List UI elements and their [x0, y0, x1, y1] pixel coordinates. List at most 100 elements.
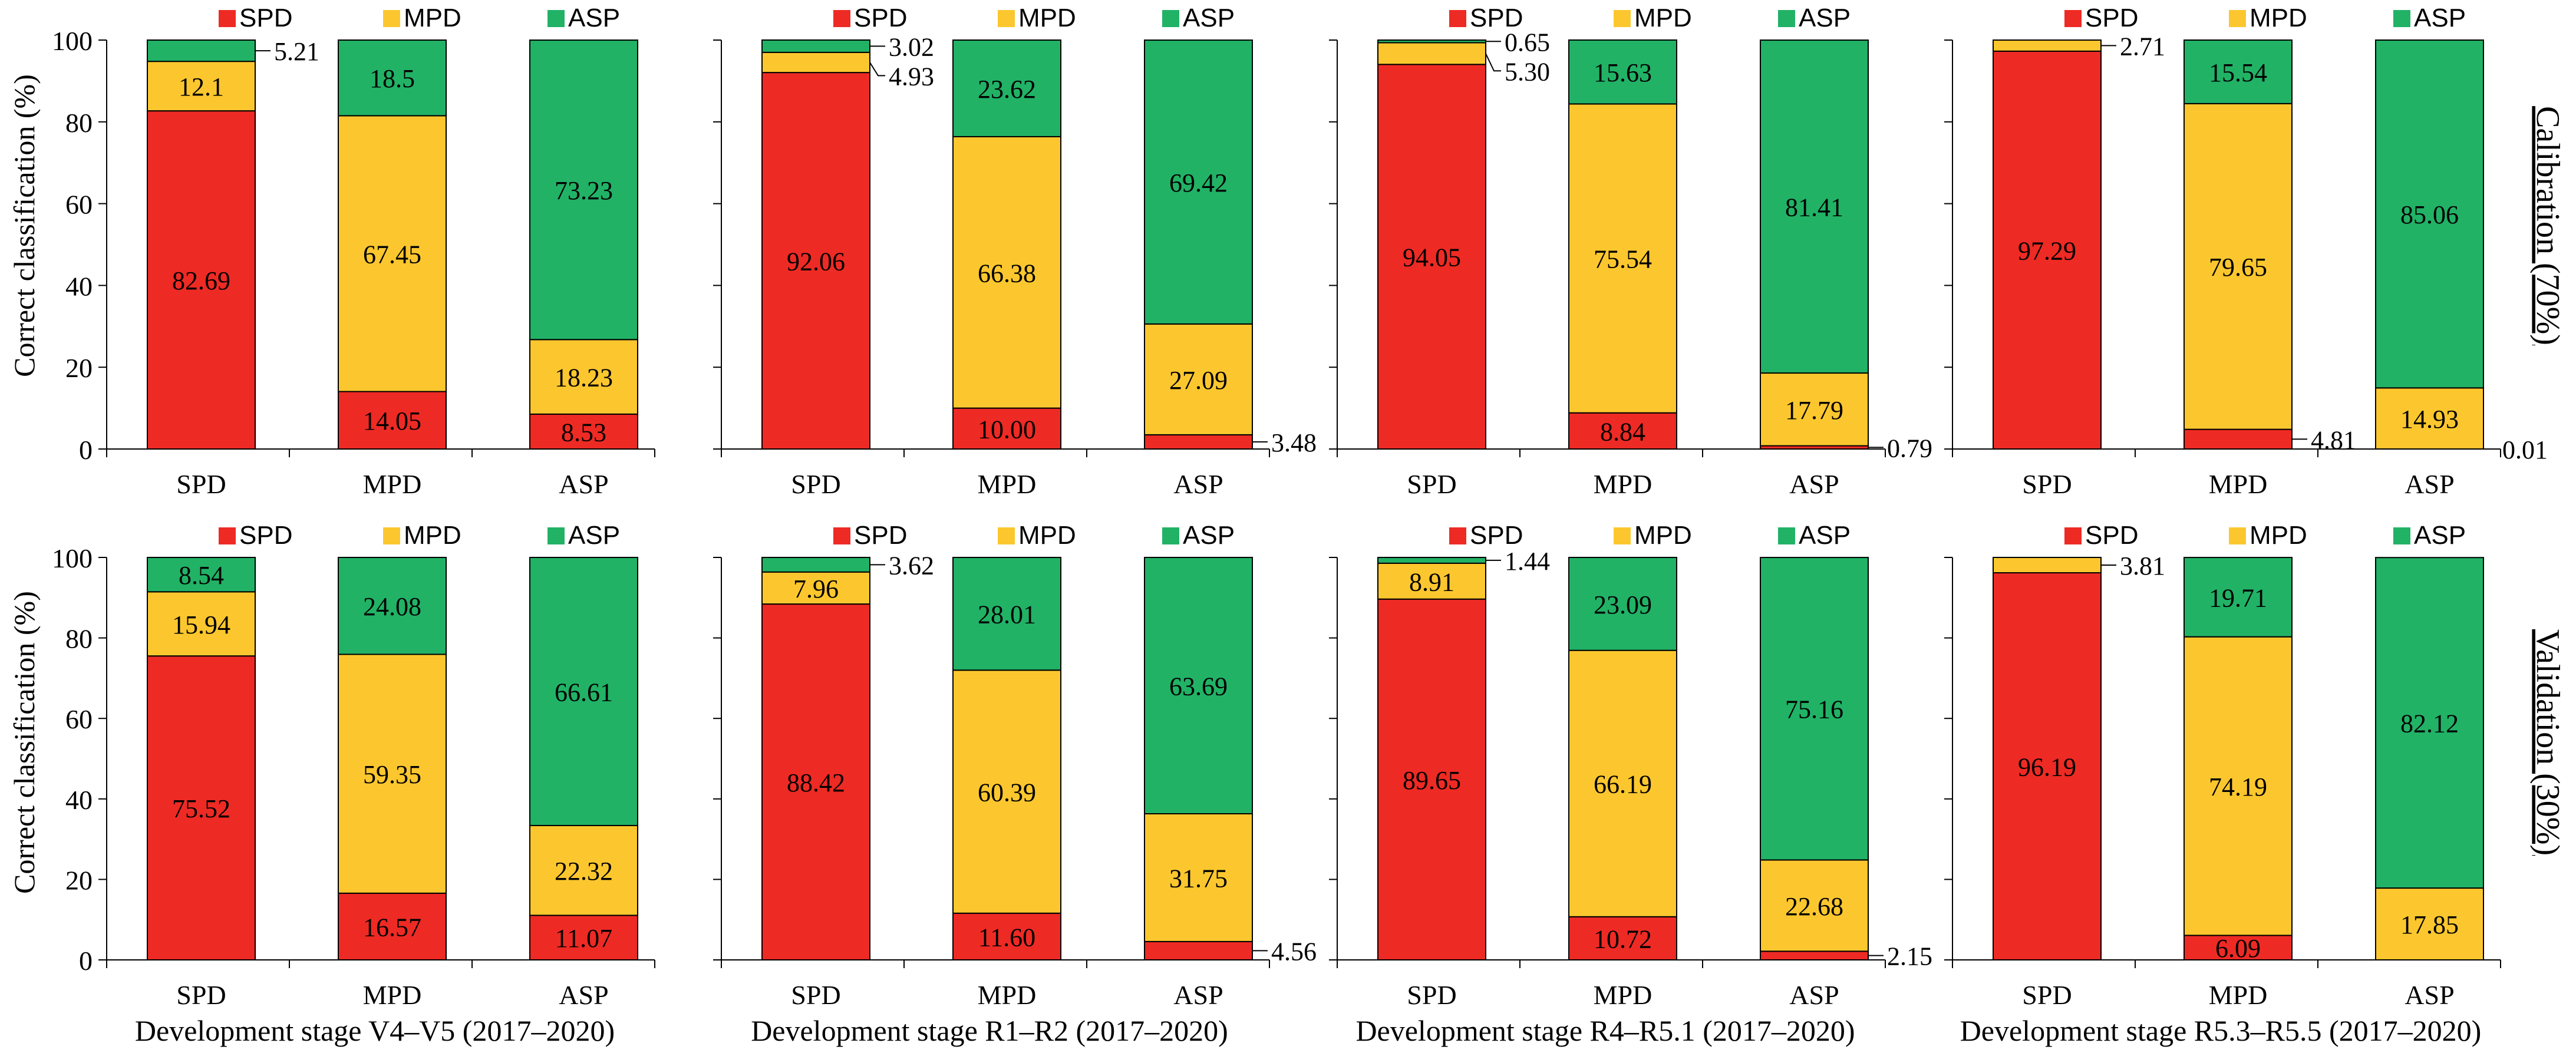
bar-asp-mpd	[1760, 372, 1869, 447]
x-tick-label: MPD	[363, 469, 422, 499]
data-label: 7.96	[793, 575, 839, 603]
bar-mpd-asp	[338, 557, 447, 655]
data-label: 88.42	[787, 768, 845, 797]
data-label: 92.06	[787, 247, 845, 276]
bar-mpd-asp	[2184, 557, 2293, 638]
data-label: 79.65	[2209, 253, 2267, 282]
bar-mpd-mpd	[1568, 649, 1677, 917]
bar-asp-mpd	[1144, 813, 1253, 942]
legend-label-spd: SPD	[1470, 521, 1523, 550]
x-tick-label: SPD	[791, 469, 840, 499]
label-leader-line	[1485, 53, 1501, 72]
legend-label-mpd: MPD	[1634, 4, 1692, 32]
data-label: 15.54	[2209, 58, 2267, 87]
data-label: 22.32	[555, 857, 613, 886]
legend-swatch-asp	[2393, 527, 2410, 544]
legend-swatch-spd	[833, 527, 850, 544]
bar-spd-mpd	[1377, 562, 1486, 600]
x-tick-label: SPD	[1407, 980, 1456, 1010]
bar-mpd-asp	[2184, 39, 2293, 104]
data-label: 73.23	[555, 176, 613, 205]
legend-swatch-asp	[1778, 10, 1795, 27]
bar-spd-mpd	[1993, 39, 2102, 52]
legend-label-asp: ASP	[1183, 521, 1235, 550]
bar-spd-asp	[1377, 557, 1486, 564]
bar-spd-spd	[1377, 64, 1486, 450]
legend-label-mpd: MPD	[2250, 521, 2307, 550]
data-label: 28.01	[978, 600, 1036, 629]
y-tick-label: 0	[79, 946, 93, 976]
data-label: 11.07	[555, 924, 612, 953]
data-label: 15.63	[1594, 58, 1652, 87]
bar-mpd-mpd	[338, 115, 447, 392]
y-axis-label-calibration: Correct classification (%)	[8, 74, 41, 377]
data-label: 60.39	[978, 778, 1036, 807]
data-label: 81.41	[1785, 193, 1843, 222]
data-label: 8.91	[1409, 567, 1454, 596]
legend-swatch-mpd	[383, 10, 400, 27]
data-label: 66.61	[555, 678, 613, 707]
legend-swatch-mpd	[383, 527, 400, 544]
y-tick-label: 100	[52, 26, 93, 56]
bar-spd-mpd	[1993, 557, 2102, 574]
bar-mpd-spd	[1568, 412, 1677, 450]
data-label: 4.56	[1271, 937, 1317, 966]
bar-spd-asp	[761, 39, 870, 53]
data-label: 10.72	[1594, 925, 1652, 953]
bar-mpd-asp	[952, 39, 1061, 137]
y-tick-label: 80	[65, 624, 93, 654]
data-label: 69.42	[1169, 169, 1228, 197]
legend-swatch-spd	[1449, 10, 1466, 27]
legend-label-mpd: MPD	[1634, 521, 1692, 550]
data-label: 11.60	[978, 923, 1035, 952]
chart-panel-8: SPD MPD ASP96.193.81SPD6.0974.1919.71MPD17…	[1944, 521, 2501, 1047]
panel-title: Development stage R1–R2 (2017–2020)	[751, 1014, 1228, 1047]
bar-spd-mpd	[147, 61, 256, 112]
data-label: 14.05	[363, 407, 421, 435]
legend-label-mpd: MPD	[404, 4, 461, 32]
label-leader-line	[869, 62, 885, 77]
data-label: 22.68	[1785, 892, 1843, 921]
x-tick-label: SPD	[2022, 980, 2072, 1010]
bar-spd-asp	[147, 39, 256, 62]
legend-swatch-spd	[2064, 10, 2082, 27]
x-tick-label: SPD	[791, 980, 840, 1010]
data-label: 85.06	[2400, 200, 2459, 229]
bar-mpd-asp	[952, 557, 1061, 671]
legend-label-asp: ASP	[2414, 521, 2466, 550]
chart-panel-4: SPD MPD ASP97.292.71SPD79.6515.544.81MPD14…	[1944, 4, 2548, 499]
legend-label-asp: ASP	[2414, 4, 2466, 32]
x-tick-label: MPD	[978, 469, 1037, 499]
data-label: 0.79	[1887, 434, 1932, 463]
y-tick-label: 80	[65, 108, 93, 138]
chart-panel-6: SPD MPD ASP88.427.963.62SPD11.6060.3928.01…	[713, 521, 1317, 1047]
data-label: 27.09	[1169, 366, 1228, 395]
legend-label-asp: ASP	[568, 521, 620, 550]
x-tick-label: ASP	[1173, 980, 1223, 1010]
bar-spd-spd	[1377, 598, 1486, 960]
x-tick-label: ASP	[1789, 980, 1839, 1010]
bar-mpd-spd	[1568, 916, 1677, 960]
legend-label-spd: SPD	[854, 521, 907, 550]
legend-label-mpd: MPD	[404, 521, 461, 550]
legend-swatch-mpd	[2229, 527, 2246, 544]
data-label: 0.01	[2502, 435, 2548, 464]
y-tick-label: 60	[65, 190, 93, 220]
y-tick-label: 40	[65, 785, 93, 815]
y-axis-label-validation: Correct classification (%)	[8, 591, 41, 894]
bar-asp-asp	[1144, 557, 1253, 815]
x-tick-label: MPD	[1594, 469, 1653, 499]
bar-mpd-spd	[338, 391, 447, 450]
data-label: 23.62	[978, 75, 1036, 104]
x-tick-label: MPD	[2209, 469, 2268, 499]
panel-title: Development stage V4–V5 (2017–2020)	[135, 1014, 615, 1047]
bar-mpd-mpd	[2184, 103, 2293, 430]
bar-asp-mpd	[529, 824, 638, 916]
x-tick-label: ASP	[2405, 980, 2454, 1010]
bar-spd-spd	[147, 655, 256, 960]
bar-spd-mpd	[761, 51, 870, 74]
y-tick-label: 40	[65, 271, 93, 301]
legend-swatch-asp	[547, 527, 565, 544]
legend-swatch-asp	[1778, 527, 1795, 544]
bar-mpd-asp	[1568, 557, 1677, 651]
